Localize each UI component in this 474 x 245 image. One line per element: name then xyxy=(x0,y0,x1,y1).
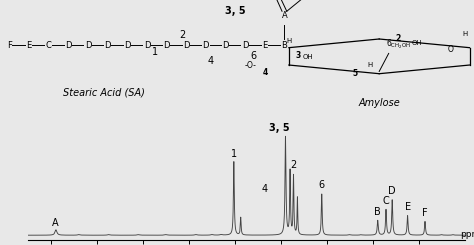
Text: 5: 5 xyxy=(353,69,358,78)
Text: F: F xyxy=(422,208,428,218)
Text: D: D xyxy=(222,41,229,49)
Text: E: E xyxy=(27,41,32,49)
Text: D: D xyxy=(104,41,111,49)
Text: 3, 5: 3, 5 xyxy=(225,6,246,16)
Text: E: E xyxy=(262,41,267,49)
Text: O: O xyxy=(447,45,454,54)
Text: ppm: ppm xyxy=(460,230,474,239)
Text: A: A xyxy=(282,11,287,20)
Text: -O-: -O- xyxy=(245,61,257,70)
Text: 1: 1 xyxy=(231,149,237,159)
Text: 2: 2 xyxy=(291,159,297,170)
Text: B: B xyxy=(374,207,381,217)
Text: D: D xyxy=(85,41,91,49)
Text: D: D xyxy=(144,41,150,49)
Text: C: C xyxy=(46,41,52,49)
Text: Amylose: Amylose xyxy=(358,98,400,108)
Text: 6: 6 xyxy=(319,180,325,190)
Text: D: D xyxy=(242,41,248,49)
Text: E: E xyxy=(404,202,410,212)
Text: 4: 4 xyxy=(208,56,214,66)
Text: A: A xyxy=(52,218,58,228)
Text: D: D xyxy=(202,41,209,49)
Text: H: H xyxy=(462,31,467,37)
Text: 1: 1 xyxy=(153,47,158,57)
Text: OH: OH xyxy=(412,40,422,46)
Text: F: F xyxy=(7,41,12,49)
Text: OH: OH xyxy=(302,54,313,60)
Text: $\mathdefault{6_{CH_2OH}}$: $\mathdefault{6_{CH_2OH}}$ xyxy=(386,38,410,51)
Text: 3: 3 xyxy=(296,51,301,60)
Text: 2: 2 xyxy=(395,35,401,44)
Text: 4: 4 xyxy=(262,184,268,194)
Text: B: B xyxy=(282,41,287,49)
Text: C: C xyxy=(383,196,390,206)
Text: D: D xyxy=(388,186,396,196)
Text: D: D xyxy=(164,41,170,49)
Text: D: D xyxy=(183,41,190,49)
Text: H: H xyxy=(286,38,292,44)
Text: 3, 5: 3, 5 xyxy=(269,123,290,133)
Text: D: D xyxy=(65,41,72,49)
Text: H: H xyxy=(367,62,373,68)
Text: 6: 6 xyxy=(250,51,256,61)
Text: D: D xyxy=(124,41,130,49)
Text: Stearic Acid (SA): Stearic Acid (SA) xyxy=(64,87,145,98)
Text: 4: 4 xyxy=(263,68,268,77)
Text: 2: 2 xyxy=(179,30,186,40)
